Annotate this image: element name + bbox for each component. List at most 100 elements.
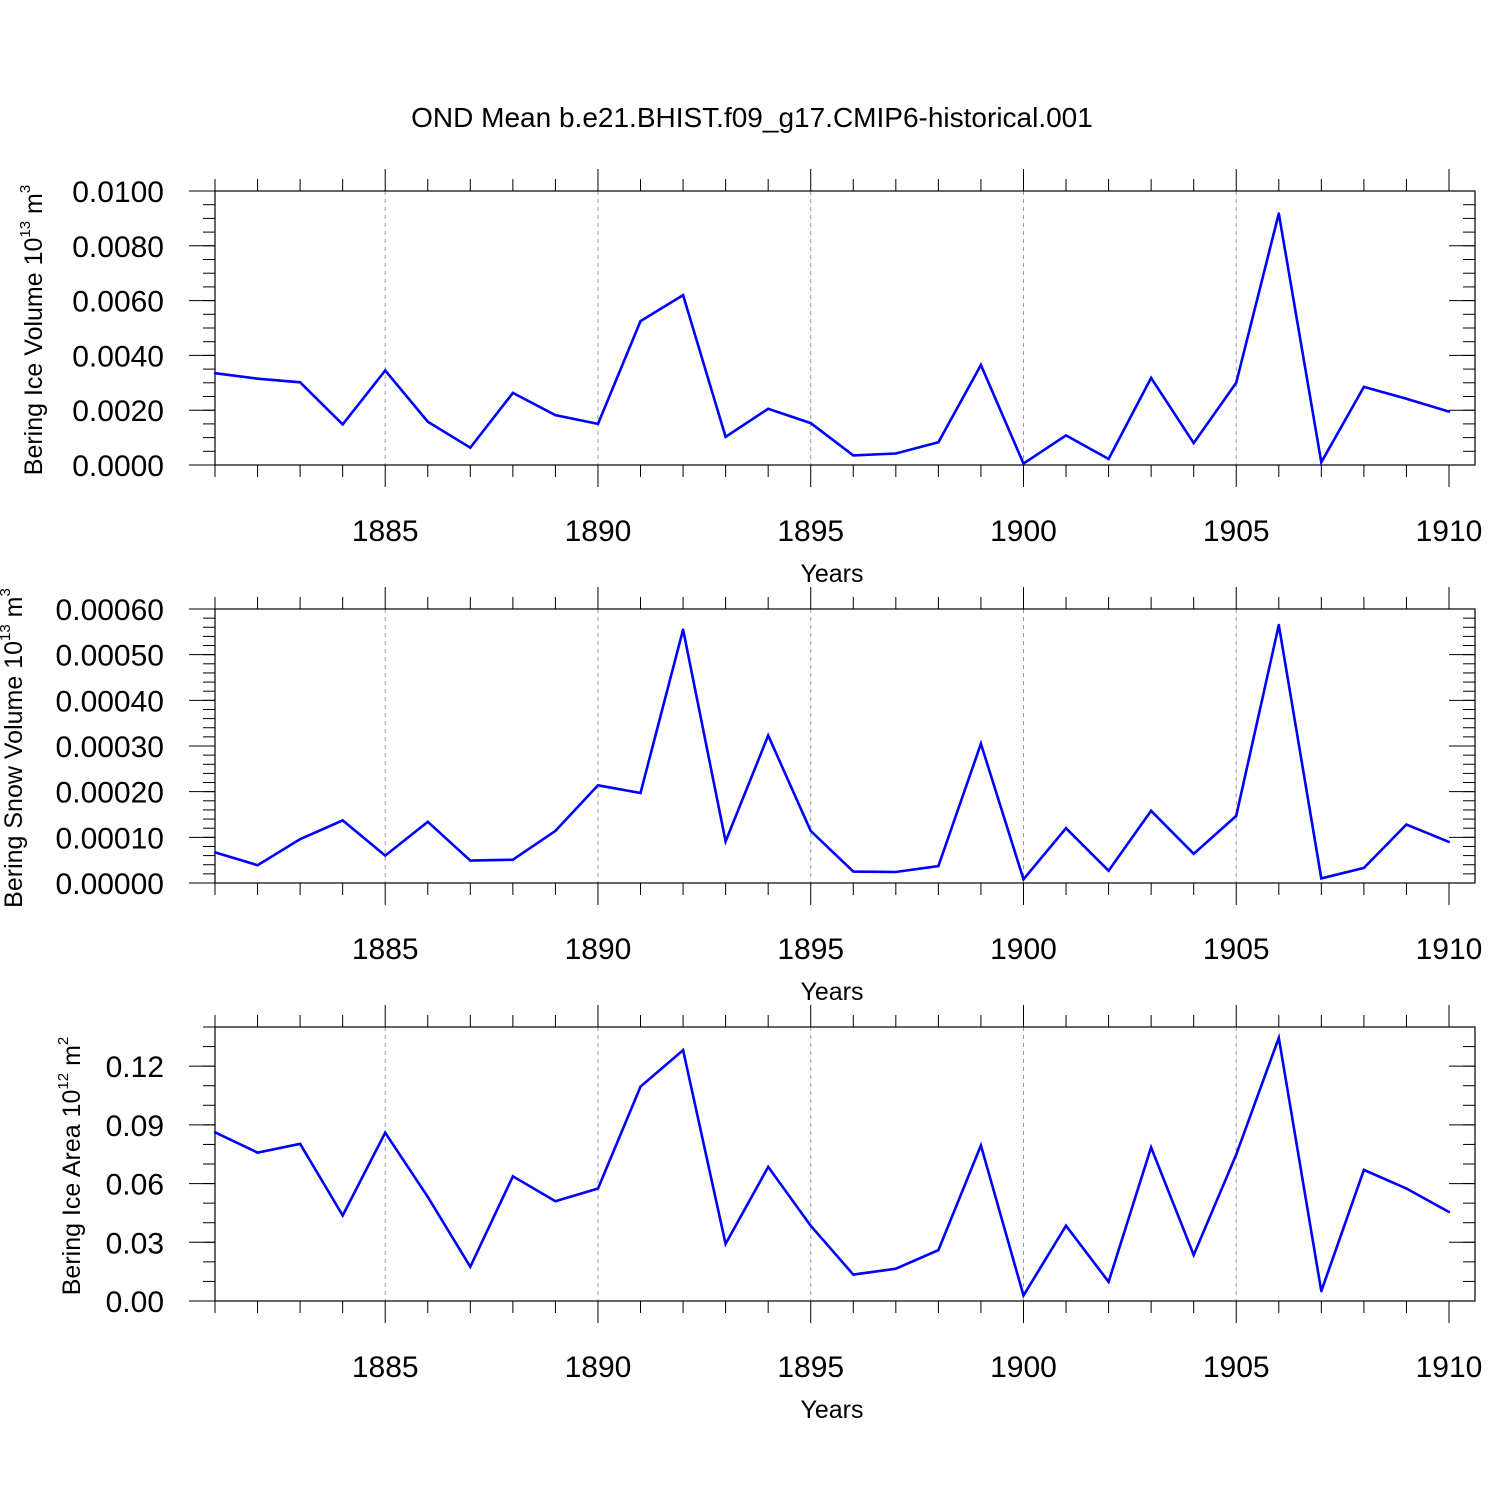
y-tick-label-0.00060: 0.00060 — [56, 594, 164, 627]
data-point-1894 — [766, 734, 770, 737]
chart-panel-2: 1885 1890 1895 1900 1905 1910 Years 0.00000 0.00… — [0, 587, 1482, 1006]
x-tick-label-1890: 1890 — [565, 933, 632, 966]
data-point-1881 — [213, 1131, 217, 1134]
data-point-1881 — [213, 851, 217, 854]
data-point-1885 — [384, 854, 387, 857]
data-point-1884 — [341, 1214, 344, 1217]
data-point-1883 — [298, 1142, 302, 1146]
y-tick-label-0.0000: 0.0000 — [72, 450, 164, 483]
x-tick-label-1900: 1900 — [990, 1351, 1057, 1384]
series-line — [214, 1032, 1450, 1299]
data-point-1883 — [298, 381, 302, 384]
data-point-1904 — [1192, 1253, 1195, 1257]
data-point-1894 — [766, 407, 770, 411]
data-point-1892 — [681, 293, 685, 297]
x-axis-label: Years — [800, 560, 863, 588]
data-point-1886 — [426, 820, 429, 824]
data-point-1888 — [511, 1175, 515, 1178]
series-line — [214, 624, 1450, 882]
data-point-1899 — [979, 742, 983, 745]
data-point-1893 — [724, 435, 727, 438]
y-tick-label-0.00050: 0.00050 — [56, 640, 164, 673]
panels: 1885 1890 1895 1900 1905 1910 Years 0.0000 0.002… — [0, 169, 1482, 1424]
data-point-1881 — [213, 372, 217, 375]
data-point-1882 — [256, 377, 259, 380]
chart-title: OND Mean b.e21.BHIST.f09_g17.CMIP6-histo… — [411, 102, 1093, 133]
data-point-1896 — [852, 454, 855, 457]
data-point-1889 — [554, 413, 557, 417]
data-point-1901 — [1064, 1224, 1068, 1227]
x-tick-label-1885: 1885 — [352, 515, 419, 548]
data-point-1907 — [1320, 1290, 1323, 1293]
y-tick-label-0.0060: 0.0060 — [72, 286, 164, 319]
data-point-1903 — [1149, 1146, 1153, 1149]
data-point-1908 — [1362, 385, 1366, 389]
data-point-1884 — [341, 819, 344, 822]
data-point-1910 — [1447, 410, 1451, 413]
chart-panel-1: 1885 1890 1895 1900 1905 1910 Years 0.0000 0.002… — [17, 169, 1482, 588]
y-axis-label: Bering Ice Area 1012 m2 — [55, 1037, 86, 1296]
y-axis-label: Bering Ice Volume 1013 m3 — [17, 185, 48, 475]
data-point-1905 — [1235, 1153, 1238, 1156]
y-tick-label-0.0080: 0.0080 — [72, 231, 164, 264]
data-point-1902 — [1107, 869, 1110, 872]
data-point-1902 — [1107, 457, 1110, 461]
data-point-1890 — [596, 1187, 600, 1190]
data-point-1891 — [639, 791, 642, 795]
x-tick-label-1905: 1905 — [1203, 1351, 1270, 1384]
chart-panel-3: 1885 1890 1895 1900 1905 1910 Years 0.00 0.03 0.0… — [55, 1005, 1482, 1424]
x-axis-label: Years — [800, 1396, 863, 1424]
y-tick-label-0.00: 0.00 — [106, 1286, 164, 1319]
data-point-1907 — [1320, 877, 1323, 880]
data-point-1900 — [1022, 1294, 1025, 1297]
y-tick-label-0.00030: 0.00030 — [56, 731, 164, 764]
y-axis-label: Bering Snow Volume 1013 m3 — [0, 588, 28, 908]
x-tick-label-1895: 1895 — [777, 515, 844, 548]
data-point-1905 — [1235, 814, 1238, 818]
x-tick-label-1910: 1910 — [1416, 933, 1483, 966]
data-point-1886 — [426, 420, 429, 423]
y-tick-label-0.00010: 0.00010 — [56, 822, 164, 855]
data-point-1893 — [724, 1242, 727, 1246]
data-point-1909 — [1405, 1187, 1408, 1190]
data-point-1888 — [511, 391, 515, 395]
data-point-1904 — [1192, 852, 1195, 855]
data-point-1896 — [852, 870, 855, 873]
data-point-1901 — [1064, 827, 1068, 830]
data-point-1910 — [1447, 840, 1451, 844]
data-point-1904 — [1192, 441, 1195, 445]
data-point-1893 — [724, 840, 727, 843]
x-tick-label-1895: 1895 — [777, 1351, 844, 1384]
data-point-1889 — [554, 1199, 557, 1203]
y-tick-label-0.03: 0.03 — [106, 1227, 164, 1260]
x-tick-label-1910: 1910 — [1416, 1351, 1483, 1384]
data-point-1883 — [298, 837, 302, 841]
x-tick-label-1885: 1885 — [352, 1351, 419, 1384]
data-point-1908 — [1362, 1168, 1366, 1172]
data-point-1884 — [341, 423, 344, 426]
series-line — [214, 213, 1450, 467]
data-point-1906 — [1277, 623, 1280, 627]
data-point-1909 — [1405, 823, 1408, 826]
x-tick-label-1890: 1890 — [565, 1351, 632, 1384]
x-axis-label: Years — [800, 978, 863, 1006]
data-point-1889 — [554, 829, 557, 833]
data-point-1900 — [1022, 462, 1025, 465]
data-point-1897 — [894, 1267, 898, 1270]
data-point-1895 — [809, 1224, 812, 1227]
data-point-1886 — [426, 1195, 429, 1199]
x-tick-label-1885: 1885 — [352, 933, 419, 966]
data-point-1901 — [1064, 434, 1068, 437]
data-point-1897 — [894, 870, 898, 874]
data-point-1887 — [469, 859, 472, 862]
data-point-1882 — [256, 1151, 259, 1154]
data-point-1910 — [1447, 1210, 1451, 1214]
data-point-1897 — [894, 452, 898, 455]
data-point-1882 — [256, 863, 259, 867]
data-point-1903 — [1149, 376, 1153, 380]
x-tick-label-1910: 1910 — [1416, 515, 1483, 548]
data-point-1890 — [596, 784, 600, 787]
x-tick-label-1900: 1900 — [990, 933, 1057, 966]
data-point-1894 — [766, 1165, 770, 1169]
